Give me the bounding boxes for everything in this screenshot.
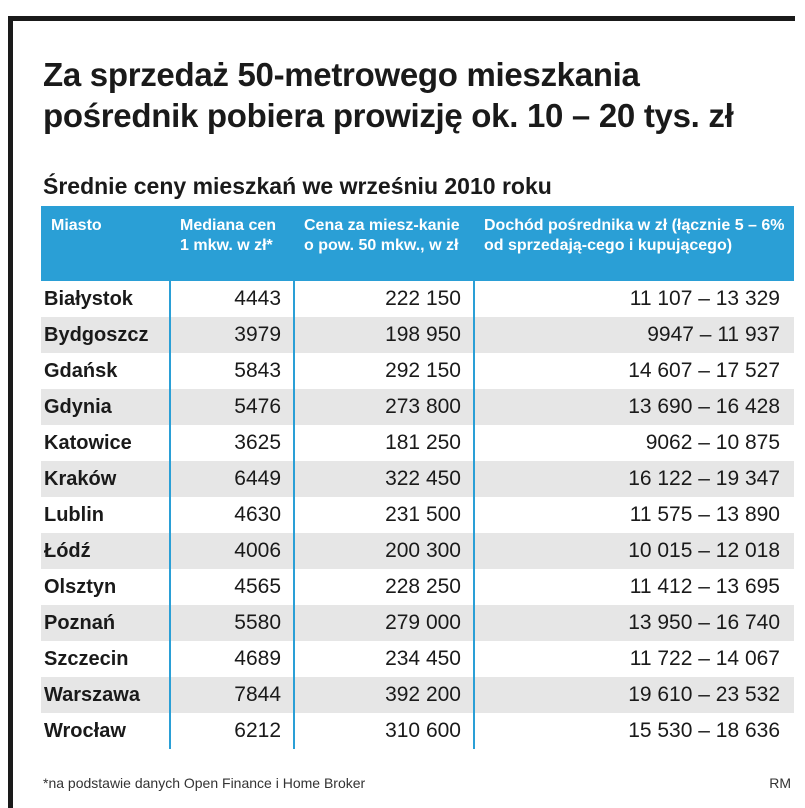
median-cell: 4565 (169, 569, 294, 605)
median-cell: 4006 (169, 533, 294, 569)
header-median: Mediana cen 1 mkw. w zł* (170, 206, 294, 281)
price-cell: 200 300 (293, 533, 474, 569)
median-cell: 3979 (169, 317, 294, 353)
city-cell: Wrocław (44, 720, 126, 742)
price-table: Miasto Mediana cen 1 mkw. w zł* Cena za … (41, 206, 794, 749)
median-cell: 5843 (169, 353, 294, 389)
price-cell: 273 800 (293, 389, 474, 425)
city-cell: Bydgoszcz (41, 317, 170, 353)
table-title: Średnie ceny mieszkań we wrześniu 2010 r… (43, 173, 552, 199)
header-income: Dochód pośrednika w zł (łącznie 5 – 6% o… (474, 206, 794, 281)
city-cell: Gdańsk (44, 360, 118, 382)
income-cell: 9947 – 11 937 (473, 317, 794, 353)
price-cell: 392 200 (293, 677, 474, 713)
price-cell: 222 150 (293, 281, 474, 317)
median-cell: 3625 (169, 425, 294, 461)
table-row: Wrocław 6212 310 600 15 530 – 18 636 (41, 713, 794, 749)
city-cell: Katowice (44, 432, 132, 454)
frame-left-rule (8, 16, 13, 808)
median-cell: 4443 (169, 281, 294, 317)
city-cell: Szczecin (44, 648, 129, 670)
table-header-row: Miasto Mediana cen 1 mkw. w zł* Cena za … (41, 206, 794, 281)
city-cell: Olsztyn (44, 576, 117, 598)
city-cell: Łódź (41, 533, 170, 569)
income-cell: 13 950 – 16 740 (473, 605, 794, 641)
median-cell: 5580 (169, 605, 294, 641)
price-cell: 234 450 (293, 641, 474, 677)
table-row: Warszawa 7844 392 200 19 610 – 23 532 (41, 677, 794, 713)
table-row: Szczecin 4689 234 450 11 722 – 14 067 (41, 641, 794, 677)
price-cell: 322 450 (293, 461, 474, 497)
income-cell: 11 722 – 14 067 (473, 641, 794, 677)
income-cell: 11 575 – 13 890 (473, 497, 794, 533)
frame-top-rule (8, 16, 795, 21)
header-price: Cena za miesz-kanie o pow. 50 mkw., w zł (294, 206, 474, 281)
city-cell: Lublin (44, 504, 104, 526)
income-cell: 10 015 – 12 018 (473, 533, 794, 569)
city-cell: Gdynia (41, 389, 170, 425)
median-cell: 6449 (169, 461, 294, 497)
income-cell: 11 107 – 13 329 (473, 281, 794, 317)
table-row: Łódź 4006 200 300 10 015 – 12 018 (41, 533, 794, 569)
price-cell: 228 250 (293, 569, 474, 605)
table-row: Lublin 4630 231 500 11 575 – 13 890 (41, 497, 794, 533)
median-cell: 4689 (169, 641, 294, 677)
income-cell: 9062 – 10 875 (473, 425, 794, 461)
price-cell: 198 950 (293, 317, 474, 353)
income-cell: 15 530 – 18 636 (473, 713, 794, 749)
table-row: Katowice 3625 181 250 9062 – 10 875 (41, 425, 794, 461)
income-cell: 13 690 – 16 428 (473, 389, 794, 425)
table-row: Gdańsk 5843 292 150 14 607 – 17 527 (41, 353, 794, 389)
median-cell: 5476 (169, 389, 294, 425)
median-cell: 7844 (169, 677, 294, 713)
median-cell: 4630 (169, 497, 294, 533)
table-row: Poznań 5580 279 000 13 950 – 16 740 (41, 605, 794, 641)
price-table-container: Miasto Mediana cen 1 mkw. w zł* Cena za … (41, 206, 794, 749)
city-cell: Poznań (41, 605, 170, 641)
city-cell: Białystok (44, 288, 133, 310)
footnote: *na podstawie danych Open Finance i Home… (43, 775, 366, 791)
price-cell: 279 000 (293, 605, 474, 641)
table-row: Białystok 4443 222 150 11 107 – 13 329 (41, 281, 794, 317)
income-cell: 11 412 – 13 695 (473, 569, 794, 605)
city-cell: Warszawa (41, 677, 170, 713)
price-cell: 231 500 (293, 497, 474, 533)
table-row: Kraków 6449 322 450 16 122 – 19 347 (41, 461, 794, 497)
income-cell: 16 122 – 19 347 (473, 461, 794, 497)
income-cell: 14 607 – 17 527 (473, 353, 794, 389)
headline: Za sprzedaż 50-metrowego mieszkania pośr… (43, 56, 734, 134)
price-cell: 310 600 (293, 713, 474, 749)
income-cell: 19 610 – 23 532 (473, 677, 794, 713)
price-cell: 181 250 (293, 425, 474, 461)
table-row: Bydgoszcz 3979 198 950 9947 – 11 937 (41, 317, 794, 353)
median-cell: 6212 (169, 713, 294, 749)
table-row: Gdynia 5476 273 800 13 690 – 16 428 (41, 389, 794, 425)
city-cell: Kraków (41, 461, 170, 497)
credit: RM (769, 775, 791, 791)
table-row: Olsztyn 4565 228 250 11 412 – 13 695 (41, 569, 794, 605)
price-cell: 292 150 (293, 353, 474, 389)
header-city: Miasto (41, 206, 170, 281)
table-body: Białystok 4443 222 150 11 107 – 13 329 Bydgo… (41, 281, 794, 749)
